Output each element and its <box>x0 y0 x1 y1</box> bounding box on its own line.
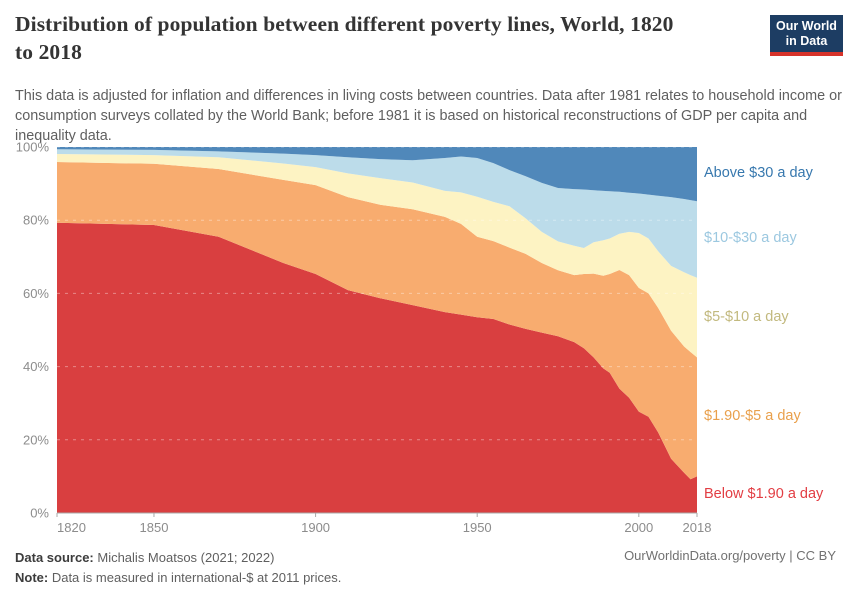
x-tick-label: 1820 <box>57 520 86 535</box>
area-10-30 <box>57 149 697 278</box>
area-5-10 <box>57 154 697 358</box>
chart-footer: Data source: Michalis Moatsos (2021; 202… <box>15 548 341 588</box>
note-text: Data is measured in international-$ at 2… <box>48 570 342 586</box>
data-source-text: Michalis Moatsos (2021; 2022) <box>93 550 275 565</box>
data-source-label: Data source: <box>15 550 94 565</box>
y-tick-label: 40% <box>23 359 49 374</box>
x-tick-label: 2000 <box>624 520 653 535</box>
page-title: Distribution of population between diffe… <box>15 11 785 67</box>
area-above-30 <box>57 147 697 202</box>
y-tick-label: 20% <box>23 432 49 447</box>
chart-subtitle: This data is adjusted for inflation and … <box>15 88 842 145</box>
owid-logo-line-1: Our World <box>776 18 837 33</box>
y-tick-label: 0% <box>30 506 49 521</box>
owid-logo-line-2: in Data <box>785 33 828 48</box>
data-source-line: Data source: Michalis Moatsos (2021; 202… <box>15 548 341 568</box>
x-tick-label: 1950 <box>463 520 492 535</box>
y-tick-label: 80% <box>23 213 49 228</box>
title-line-1: Distribution of population between diffe… <box>15 12 674 36</box>
x-tick-label: 1850 <box>140 520 169 535</box>
credit-link[interactable]: OurWorldinData.org/poverty | CC BY <box>624 548 836 563</box>
title-line-2: to 2018 <box>15 39 82 64</box>
area-below-190 <box>57 222 697 514</box>
owid-logo: Our World in Data <box>770 15 843 56</box>
x-tick-label: 1900 <box>301 520 330 535</box>
y-tick-label: 60% <box>23 286 49 301</box>
x-tick-label: 2018 <box>683 520 712 535</box>
y-tick-label: 100% <box>16 140 50 155</box>
note-line: Note: Data is measured in international-… <box>15 568 341 588</box>
area-190-5 <box>57 162 697 480</box>
note-label: Note: <box>15 570 49 586</box>
